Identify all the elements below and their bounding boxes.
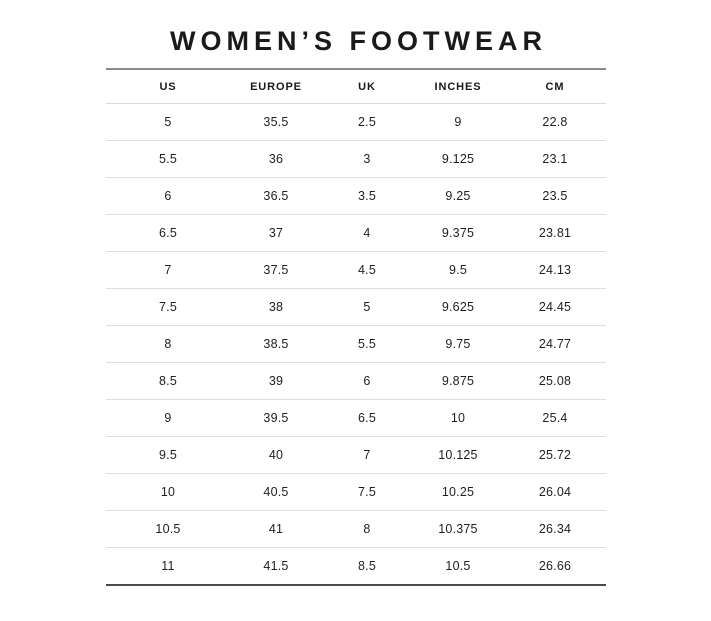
table-row: 7.5 38 5 9.625 24.45 <box>106 289 606 326</box>
table-row: 9.5 40 7 10.125 25.72 <box>106 437 606 474</box>
column-header-uk: UK <box>358 81 376 93</box>
cell-europe: 40 <box>268 448 284 462</box>
cell-europe: 38 <box>268 300 284 314</box>
cell-uk: 5.5 <box>358 337 376 351</box>
cell-uk: 6.5 <box>358 411 376 425</box>
table-header-row: US EUROPE UK INCHES CM <box>106 69 606 104</box>
cell-us: 8.5 <box>159 374 177 388</box>
table-body: 5 35.5 2.5 9 22.8 5.5 36 3 9.125 23.1 6 … <box>106 104 606 585</box>
table-row: 9 39.5 6.5 10 25.4 <box>106 400 606 437</box>
cell-inches: 9.75 <box>445 337 471 351</box>
cell-europe: 37 <box>268 226 284 240</box>
cell-us: 11 <box>161 559 175 573</box>
table-row: 11 41.5 8.5 10.5 26.66 <box>106 548 606 585</box>
cell-inches: 10.25 <box>441 485 475 499</box>
column-header-cm: CM <box>545 81 565 93</box>
column-header-europe: EUROPE <box>250 81 302 93</box>
cell-europe: 41.5 <box>263 559 289 573</box>
table-row: 10 40.5 7.5 10.25 26.04 <box>106 474 606 511</box>
page-title: WOMEN’S FOOTWEAR <box>170 26 547 56</box>
cell-uk: 8.5 <box>358 559 376 573</box>
cell-us: 9.5 <box>159 448 177 462</box>
cell-inches: 9.5 <box>449 263 467 277</box>
cell-inches: 10.375 <box>438 522 478 536</box>
cell-cm: 24.77 <box>538 337 572 351</box>
cell-inches: 10.125 <box>438 448 478 462</box>
cell-cm: 22.8 <box>542 115 568 129</box>
cell-uk: 6 <box>363 374 371 388</box>
cell-us: 6.5 <box>159 226 177 240</box>
cell-inches: 9.625 <box>441 300 475 314</box>
cell-inches: 9.25 <box>445 189 471 203</box>
table-header: US EUROPE UK INCHES CM <box>106 69 606 104</box>
cell-us: 8 <box>164 337 172 351</box>
cell-uk: 7.5 <box>358 485 376 499</box>
cell-uk: 7 <box>363 448 371 462</box>
table-row: 8.5 39 6 9.875 25.08 <box>106 363 606 400</box>
cell-inches: 10 <box>450 411 466 425</box>
cell-cm: 23.5 <box>542 189 568 203</box>
cell-uk: 4.5 <box>358 263 376 277</box>
cell-cm: 23.81 <box>538 226 572 240</box>
cell-europe: 40.5 <box>263 485 289 499</box>
cell-europe: 36 <box>268 152 284 166</box>
cell-inches: 9 <box>454 115 462 129</box>
cell-us: 10.5 <box>155 522 181 536</box>
cell-us: 6 <box>164 189 172 203</box>
cell-europe: 38.5 <box>263 337 289 351</box>
cell-cm: 24.13 <box>538 263 572 277</box>
column-header-us: US <box>159 81 177 93</box>
size-conversion-table: US EUROPE UK INCHES CM 5 35.5 2.5 9 22.8… <box>106 68 606 586</box>
cell-cm: 25.72 <box>538 448 572 462</box>
cell-inches: 10.5 <box>445 559 471 573</box>
cell-cm: 24.45 <box>538 300 572 314</box>
cell-europe: 37.5 <box>263 263 289 277</box>
cell-uk: 8 <box>363 522 371 536</box>
cell-cm: 25.4 <box>542 411 568 425</box>
table-row: 5.5 36 3 9.125 23.1 <box>106 141 606 178</box>
size-chart-container: US EUROPE UK INCHES CM 5 35.5 2.5 9 22.8… <box>106 68 606 586</box>
cell-cm: 26.66 <box>538 559 572 573</box>
cell-us: 10 <box>160 485 176 499</box>
table-row: 10.5 41 8 10.375 26.34 <box>106 511 606 548</box>
cell-us: 9 <box>164 411 172 425</box>
table-row: 8 38.5 5.5 9.75 24.77 <box>106 326 606 363</box>
cell-europe: 36.5 <box>263 189 289 203</box>
cell-uk: 3 <box>363 152 371 166</box>
cell-europe: 39 <box>268 374 284 388</box>
cell-europe: 39.5 <box>263 411 289 425</box>
cell-cm: 25.08 <box>538 374 572 388</box>
cell-us: 7.5 <box>159 300 177 314</box>
cell-inches: 9.125 <box>441 152 475 166</box>
table-row: 5 35.5 2.5 9 22.8 <box>106 104 606 141</box>
table-row: 6 36.5 3.5 9.25 23.5 <box>106 178 606 215</box>
cell-us: 7 <box>164 263 172 277</box>
cell-europe: 41 <box>268 522 284 536</box>
cell-inches: 9.375 <box>441 226 475 240</box>
cell-uk: 4 <box>363 226 371 240</box>
cell-uk: 3.5 <box>358 189 376 203</box>
cell-cm: 26.34 <box>538 522 572 536</box>
cell-cm: 23.1 <box>542 152 568 166</box>
column-header-inches: INCHES <box>434 81 482 93</box>
cell-uk: 5 <box>363 300 371 314</box>
cell-inches: 9.875 <box>441 374 475 388</box>
cell-us: 5 <box>164 115 172 129</box>
cell-cm: 26.04 <box>538 485 572 499</box>
cell-uk: 2.5 <box>358 115 376 129</box>
cell-europe: 35.5 <box>263 115 289 129</box>
cell-us: 5.5 <box>159 152 177 166</box>
table-row: 6.5 37 4 9.375 23.81 <box>106 215 606 252</box>
table-row: 7 37.5 4.5 9.5 24.13 <box>106 252 606 289</box>
